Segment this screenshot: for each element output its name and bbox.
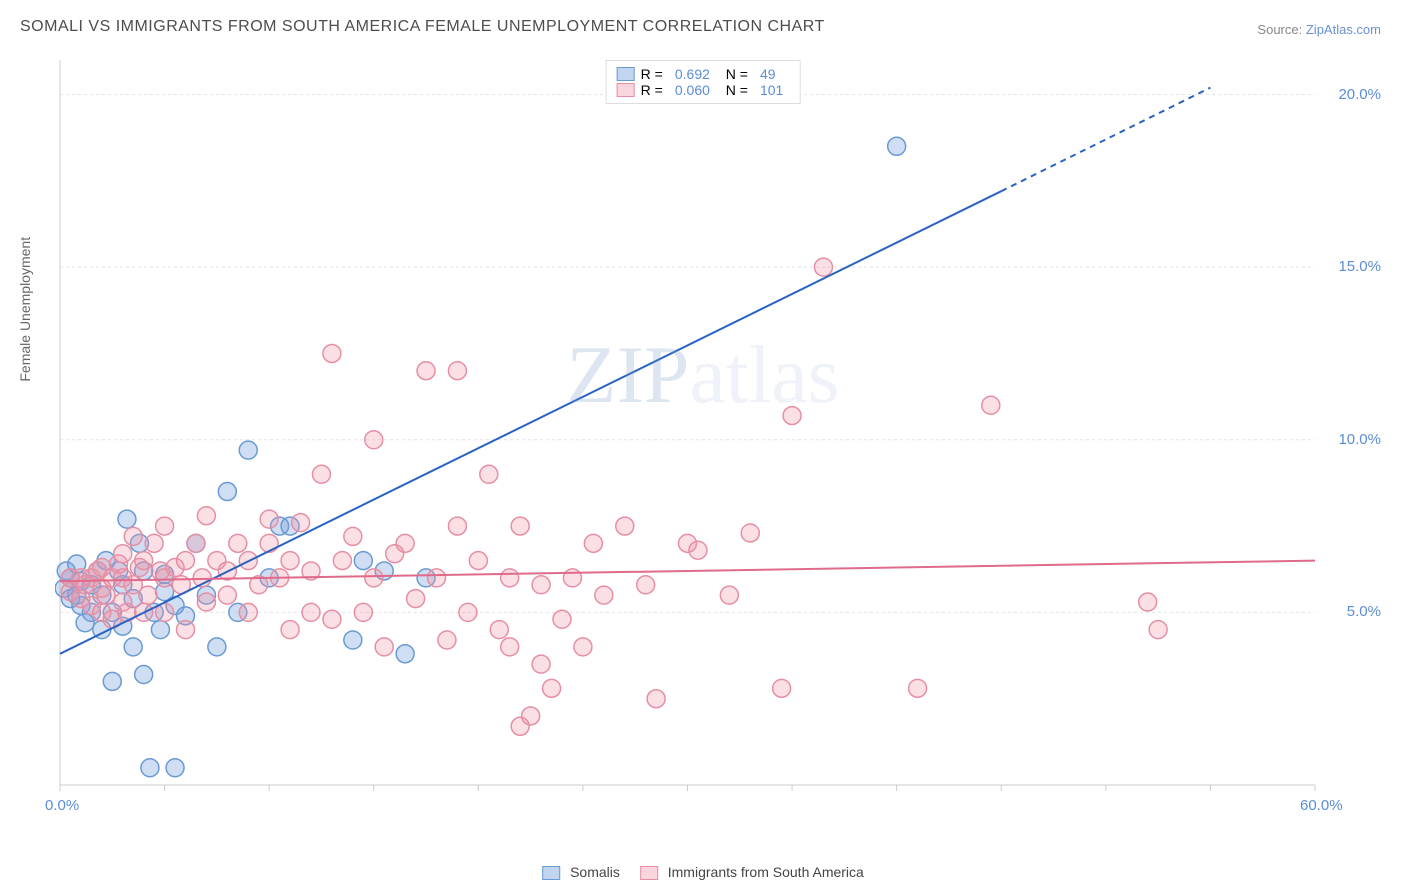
y-tick-label: 10.0% — [1338, 431, 1381, 448]
scatter-svg — [55, 55, 1375, 825]
legend-stats-box: R = 0.692 N = 49 R = 0.060 N = 101 — [606, 60, 801, 104]
legend-r-label: R = — [641, 66, 663, 82]
legend-swatch-icon — [542, 866, 560, 880]
legend-swatch-icon — [640, 866, 658, 880]
chart-plot-area — [55, 55, 1375, 825]
y-tick-label: 15.0% — [1338, 258, 1381, 275]
source-link[interactable]: ZipAtlas.com — [1306, 22, 1381, 37]
legend-item-immigrants: Immigrants from South America — [640, 864, 864, 880]
y-axis-label: Female Unemployment — [17, 237, 33, 382]
legend-r-value-1: 0.692 — [675, 66, 710, 82]
legend-label: Immigrants from South America — [668, 864, 864, 880]
legend-series-box: Somalis Immigrants from South America — [542, 864, 864, 880]
source-credit: Source: ZipAtlas.com — [1257, 22, 1381, 37]
x-tick-label: 60.0% — [1300, 797, 1343, 814]
legend-n-label: N = — [722, 82, 748, 98]
legend-label: Somalis — [570, 864, 620, 880]
legend-n-label: N = — [722, 66, 748, 82]
legend-n-value-2: 101 — [760, 82, 783, 98]
legend-stats-row-2: R = 0.060 N = 101 — [617, 82, 790, 98]
x-tick-label: 0.0% — [45, 797, 79, 814]
y-tick-label: 20.0% — [1338, 86, 1381, 103]
legend-r-label: R = — [641, 82, 663, 98]
legend-n-value-1: 49 — [760, 66, 776, 82]
legend-swatch-somalis — [617, 67, 635, 81]
legend-r-value-2: 0.060 — [675, 82, 710, 98]
legend-swatch-immigrants — [617, 83, 635, 97]
source-label: Source: — [1257, 22, 1302, 37]
legend-stats-row-1: R = 0.692 N = 49 — [617, 66, 790, 82]
legend-item-somalis: Somalis — [542, 864, 620, 880]
y-tick-label: 5.0% — [1347, 603, 1381, 620]
chart-title: SOMALI VS IMMIGRANTS FROM SOUTH AMERICA … — [20, 18, 825, 36]
